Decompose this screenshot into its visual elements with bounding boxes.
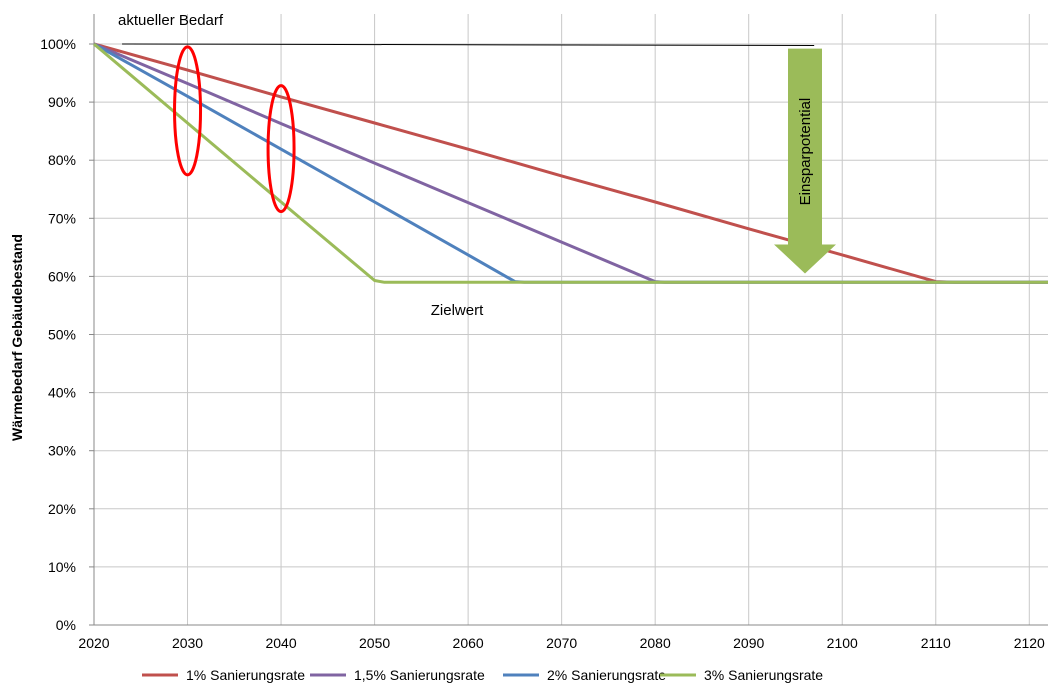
y-axis-label: Wärmebedarf Gebäudebestand (9, 234, 25, 441)
y-tick-label: 40% (48, 385, 76, 401)
legend-label: 1,5% Sanierungsrate (354, 667, 485, 683)
x-axis: 2020 2030 2040 2050 2060 2070 2080 2090 2100 2110… (78, 635, 1045, 651)
x-tick-label: 2110 (921, 635, 951, 651)
series-line (93, 42, 1048, 284)
x-tick-label: 2050 (359, 635, 390, 651)
y-tick-label: 20% (48, 501, 76, 517)
highlight-ellipse (266, 84, 296, 214)
x-tick-label: 2080 (640, 635, 671, 651)
y-tick-label: 30% (48, 443, 76, 459)
savings-label: Einsparpotential (797, 98, 814, 206)
x-tick-label: 2060 (453, 635, 484, 651)
y-tick-label: 10% (48, 559, 76, 575)
y-tick-label: 70% (48, 210, 76, 226)
legend: 1% Sanierungsrate 1,5% Sanierungsrate 2% S… (142, 667, 823, 683)
x-tick-label: 2120 (1014, 635, 1045, 651)
x-tick-label: 2070 (546, 635, 577, 651)
legend-label: 2% Sanierungsrate (547, 667, 666, 683)
grid (89, 14, 1048, 626)
x-tick-label: 2020 (78, 635, 109, 651)
x-tick-label: 2100 (827, 635, 858, 651)
x-tick-label: 2030 (172, 635, 203, 651)
y-tick-label: 80% (48, 152, 76, 168)
reference-label: aktueller Bedarf (118, 12, 224, 29)
reference-line (122, 43, 815, 46)
highlight-ellipse (173, 45, 203, 177)
legend-label: 1% Sanierungsrate (186, 667, 305, 683)
target-label: Zielwert (431, 302, 484, 319)
y-tick-label: 90% (48, 94, 76, 110)
x-tick-label: 2040 (265, 635, 296, 651)
x-tick-label: 2090 (733, 635, 764, 651)
series-lines (93, 42, 1048, 284)
y-tick-label: 100% (40, 36, 76, 52)
highlight-ellipses (173, 45, 296, 214)
y-axis: 0% 10% 20% 30% 40% 50% 60% 70% 80% 90% 100% (40, 36, 76, 633)
legend-label: 3% Sanierungsrate (704, 667, 823, 683)
y-tick-label: 60% (48, 268, 76, 284)
y-tick-label: 0% (56, 617, 76, 633)
savings-arrow: Einsparpotential (774, 48, 836, 274)
y-tick-label: 50% (48, 327, 76, 343)
